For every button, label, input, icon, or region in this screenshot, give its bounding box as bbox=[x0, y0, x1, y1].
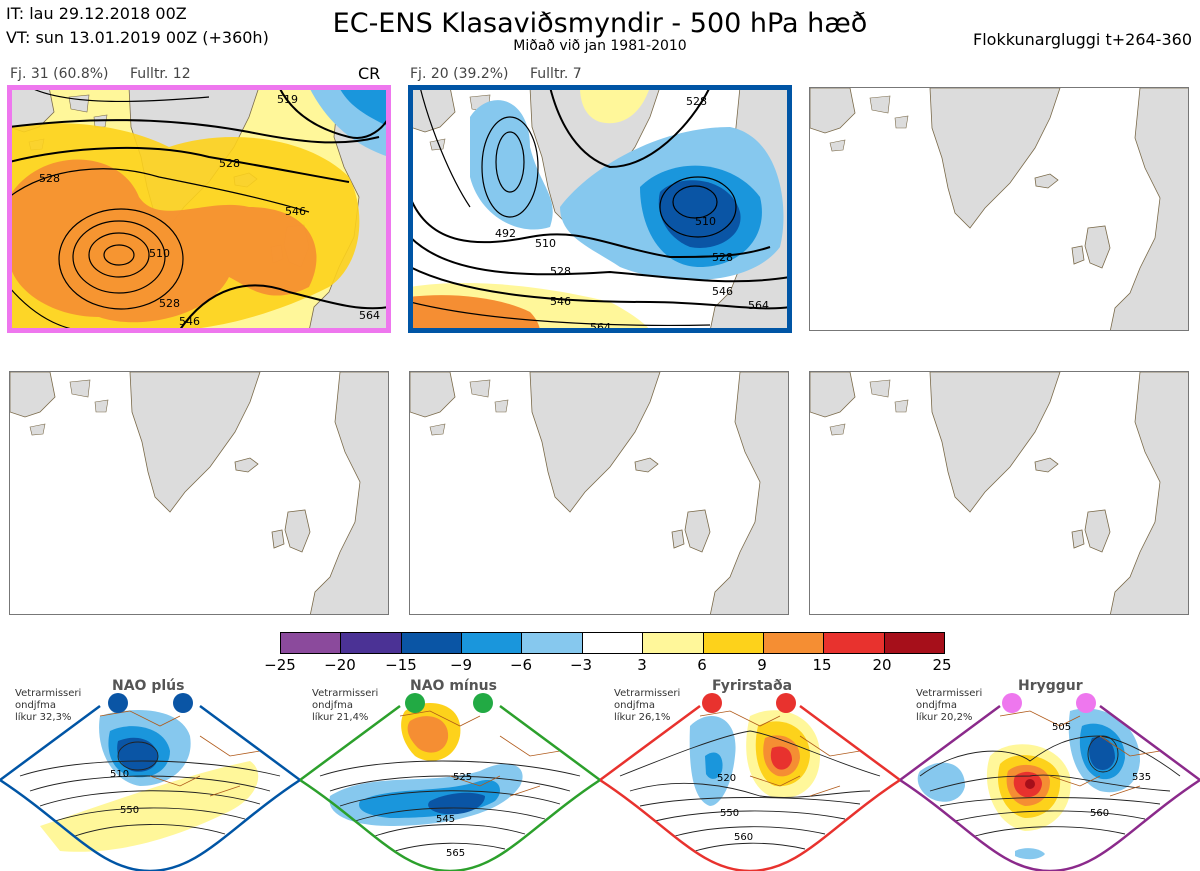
empty-map-panel bbox=[409, 371, 789, 615]
colorbar-tick: 3 bbox=[637, 656, 647, 674]
regime-months: ondjfma bbox=[15, 700, 56, 711]
regime-probability: líkur 26,1% bbox=[614, 712, 671, 723]
colorbar-bin bbox=[522, 633, 583, 653]
contour-label: 528 bbox=[686, 95, 707, 108]
contour-label: 546 bbox=[285, 205, 306, 218]
contour-label: 528 bbox=[39, 172, 60, 185]
empty-map-panel bbox=[809, 87, 1189, 331]
contour-label: 510 bbox=[149, 247, 170, 260]
regime-months: ondjfma bbox=[312, 700, 353, 711]
colorbar-bin bbox=[341, 633, 402, 653]
contour-label: 565 bbox=[446, 848, 466, 859]
contour-label: 550 bbox=[720, 808, 740, 819]
contour-label: 519 bbox=[277, 93, 298, 106]
colorbar-tick: 20 bbox=[872, 656, 892, 674]
colorbar-bin bbox=[401, 633, 463, 653]
contour-label: 505 bbox=[1052, 722, 1072, 733]
colorbar-bin bbox=[824, 633, 885, 653]
regime-probability: líkur 20,2% bbox=[916, 712, 973, 723]
regime-ridge: Hryggur Vetrarmisseri ondjfma líkur 20,2… bbox=[900, 676, 1200, 871]
colorbar-tick: −6 bbox=[509, 656, 533, 674]
colorbar-bin bbox=[643, 633, 704, 653]
contour-label: 546 bbox=[179, 315, 200, 328]
regime-title: Fyrirstaða bbox=[712, 678, 793, 694]
regime-season: Vetrarmisseri bbox=[916, 688, 983, 699]
contour-label: 546 bbox=[550, 295, 571, 308]
init-time: IT: lau 29.12.2018 00Z bbox=[6, 4, 187, 23]
contour-label: 528 bbox=[712, 251, 733, 264]
regime-title: NAO plús bbox=[112, 678, 185, 694]
cluster1-rep: Fulltr. 12 bbox=[130, 66, 191, 82]
regime-season: Vetrarmisseri bbox=[614, 688, 681, 699]
colorbar bbox=[280, 632, 945, 654]
colorbar-bin bbox=[703, 633, 764, 653]
contour-label: 564 bbox=[748, 299, 769, 312]
cluster2-map: 492 510 528 546 564 510 528 546 564 528 bbox=[410, 87, 790, 331]
cluster1-label: Fj. 31 (60.8%) bbox=[10, 66, 109, 82]
colorbar-tick: −15 bbox=[385, 656, 417, 674]
regime-probability: líkur 32,3% bbox=[15, 712, 72, 723]
contour-label: 546 bbox=[712, 285, 733, 298]
valid-time: VT: sun 13.01.2019 00Z (+360h) bbox=[6, 28, 269, 47]
colorbar-tick: 6 bbox=[697, 656, 707, 674]
colorbar-bin bbox=[884, 633, 944, 653]
regime-months: ondjfma bbox=[916, 700, 957, 711]
contour-label: 528 bbox=[219, 157, 240, 170]
contour-label: 560 bbox=[1090, 808, 1110, 819]
cluster-window: Flokkunargluggi t+264-360 bbox=[973, 30, 1192, 49]
page-subtitle: Miðað við jan 1981-2010 bbox=[513, 38, 687, 54]
colorbar-tick: 15 bbox=[812, 656, 832, 674]
contour-label: 528 bbox=[550, 265, 571, 278]
empty-map-panel bbox=[9, 371, 389, 615]
page-title: EC-ENS Klasaviðsmyndir - 500 hPa hæð bbox=[332, 8, 868, 39]
colorbar-tick: 9 bbox=[757, 656, 767, 674]
cluster2-rep: Fulltr. 7 bbox=[530, 66, 582, 82]
regime-probability: líkur 21,4% bbox=[312, 712, 369, 723]
colorbar-tick: −9 bbox=[449, 656, 473, 674]
colorbar-tick: −25 bbox=[264, 656, 296, 674]
regime-season: Vetrarmisseri bbox=[15, 688, 82, 699]
contour-label: 510 bbox=[695, 215, 716, 228]
cluster1-tag: CR bbox=[358, 64, 381, 83]
contour-label: 510 bbox=[110, 769, 130, 780]
contour-label: 550 bbox=[120, 805, 140, 816]
colorbar-bin bbox=[763, 633, 825, 653]
cluster2-label: Fj. 20 (39.2%) bbox=[410, 66, 509, 82]
contour-label: 520 bbox=[717, 773, 737, 784]
contour-label: 510 bbox=[535, 237, 556, 250]
cluster1-frame bbox=[7, 85, 391, 333]
contour-label: 545 bbox=[436, 814, 456, 825]
contour-label: 525 bbox=[453, 772, 473, 783]
colorbar-tick: −3 bbox=[569, 656, 593, 674]
regime-nao-plus: NAO plús Vetrarmisseri ondjfma líkur 32,… bbox=[0, 676, 300, 871]
contour-label: 564 bbox=[359, 309, 380, 322]
colorbar-tick: 25 bbox=[932, 656, 952, 674]
cluster2-frame bbox=[408, 85, 792, 333]
contour-label: 560 bbox=[734, 832, 754, 843]
cluster1-map: 528 528 546 510 528 546 564 519 bbox=[9, 87, 389, 331]
empty-map-panel bbox=[809, 371, 1189, 615]
colorbar-bin bbox=[582, 633, 644, 653]
regime-title: NAO mínus bbox=[410, 678, 497, 694]
contour-label: 535 bbox=[1132, 772, 1152, 783]
contour-label: 492 bbox=[495, 227, 516, 240]
regime-title: Hryggur bbox=[1018, 678, 1083, 694]
regime-blocking: Fyrirstaða Vetrarmisseri ondjfma líkur 2… bbox=[600, 676, 900, 871]
regime-months: ondjfma bbox=[614, 700, 655, 711]
contour-label: 528 bbox=[159, 297, 180, 310]
colorbar-tick: −20 bbox=[324, 656, 356, 674]
regime-season: Vetrarmisseri bbox=[312, 688, 379, 699]
contour-label: 564 bbox=[590, 321, 611, 331]
regime-nao-minus: NAO mínus Vetrarmisseri ondjfma líkur 21… bbox=[300, 676, 600, 871]
colorbar-bin bbox=[462, 633, 523, 653]
colorbar-bin bbox=[281, 633, 342, 653]
